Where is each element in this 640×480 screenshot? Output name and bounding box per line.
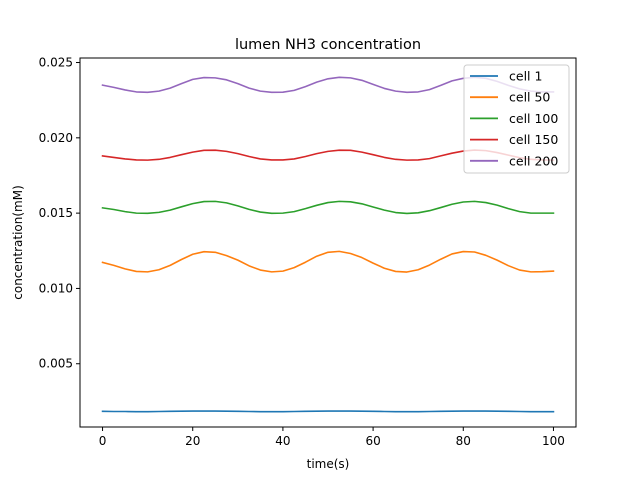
series-line-3 (101, 200, 555, 215)
series-line-2 (101, 250, 555, 273)
legend-label-2: cell 50 (509, 90, 550, 105)
legend: cell 1 cell 50 cell 100 cell 150 cell 200 (463, 64, 570, 174)
x-tick-label: 80 (456, 434, 471, 448)
y-axis: 0.005 0.010 0.015 0.020 0.025 (39, 56, 80, 371)
y-tick-label: 0.015 (39, 206, 73, 220)
x-axis: 0 20 40 60 80 100 (99, 427, 565, 448)
x-tick-label: 40 (275, 434, 290, 448)
x-axis-label: time(s) (307, 457, 350, 471)
legend-label-4: cell 150 (509, 132, 558, 147)
y-tick-label: 0.025 (39, 56, 73, 70)
x-tick-label: 0 (99, 434, 107, 448)
legend-label-3: cell 100 (509, 111, 558, 126)
plot-frame (79, 57, 577, 428)
y-tick-label: 0.005 (39, 357, 73, 371)
data-lines (101, 76, 555, 413)
legend-label-5: cell 200 (509, 153, 558, 168)
chart-title: lumen NH3 concentration (235, 37, 421, 53)
y-tick-label: 0.020 (39, 131, 73, 145)
x-tick-label: 60 (365, 434, 380, 448)
legend-label-1: cell 1 (509, 69, 542, 84)
x-tick-label: 100 (542, 434, 565, 448)
x-tick-label: 20 (185, 434, 200, 448)
legend-box (463, 64, 570, 174)
y-axis-label: concentration(mM) (11, 185, 25, 300)
y-tick-label: 0.010 (39, 281, 73, 295)
series-line-1 (101, 410, 555, 413)
